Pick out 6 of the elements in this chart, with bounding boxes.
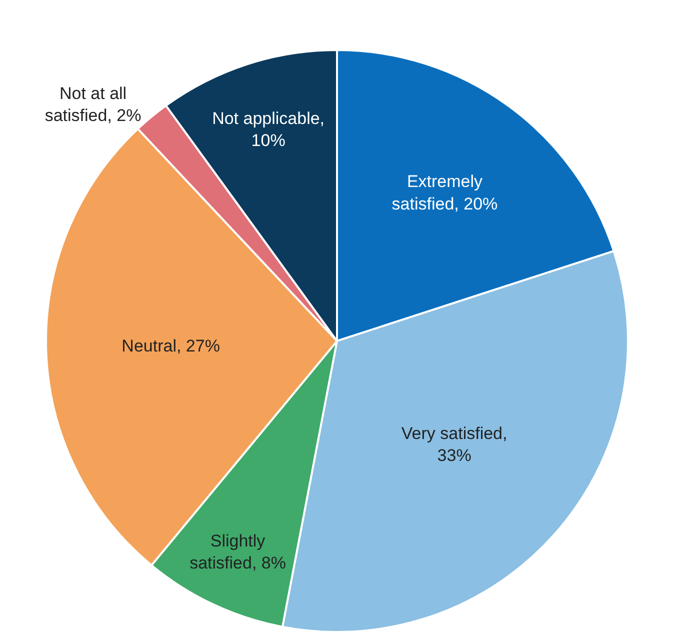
slice-label: Extremely satisfied, 20% bbox=[392, 172, 498, 214]
slice-label: Very satisfied, 33% bbox=[401, 424, 508, 465]
slice-label: Slightly satisfied, 8% bbox=[190, 531, 286, 572]
slice-label: Not at all satisfied, 2% bbox=[44, 84, 142, 126]
slice-label: Not applicable, 10% bbox=[212, 109, 325, 150]
slice-label: Neutral, 27% bbox=[122, 336, 220, 356]
